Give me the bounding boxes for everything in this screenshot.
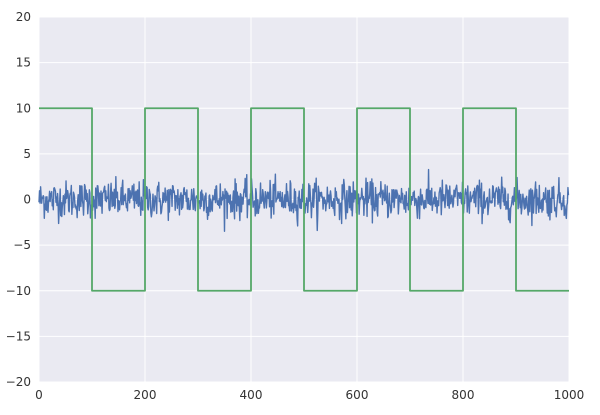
y-tick-label: −15 (6, 329, 31, 343)
y-tick-label: 0 (23, 193, 31, 207)
y-tick-label: 15 (16, 56, 31, 70)
x-tick-label: 600 (346, 388, 369, 402)
y-tick-label: 10 (16, 101, 31, 115)
x-tick-labels: 0 200 400 600 800 1000 (35, 388, 584, 402)
y-tick-labels: 20 15 10 5 0 −5 −10 −15 −20 (6, 10, 31, 389)
x-tick-label: 800 (452, 388, 475, 402)
series-1-line (39, 107, 569, 292)
y-tick-label: −5 (13, 238, 31, 252)
x-tick-label: 200 (134, 388, 157, 402)
y-tick-label: −10 (6, 284, 31, 298)
y-tick-label: 5 (23, 147, 31, 161)
x-tick-label: 0 (35, 388, 43, 402)
x-tick-label: 1000 (554, 388, 585, 402)
y-tick-label: −20 (6, 375, 31, 389)
series-group (38, 107, 570, 292)
x-tick-label: 400 (240, 388, 263, 402)
y-tick-label: 20 (16, 10, 31, 24)
